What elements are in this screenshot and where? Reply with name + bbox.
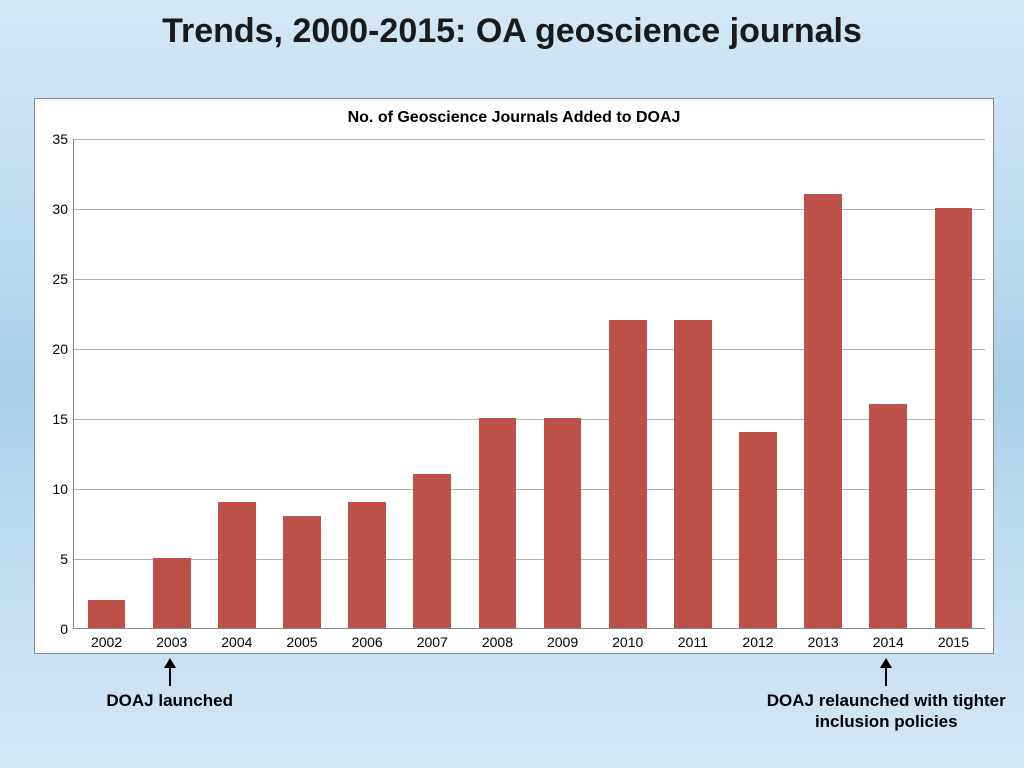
- xtick-label: 2011: [678, 634, 708, 650]
- ytick-label: 15: [52, 411, 68, 427]
- xtick-label: 2006: [352, 634, 383, 650]
- bar-2012: [739, 432, 777, 628]
- annotation-line1: DOAJ relaunched with tighter: [767, 691, 1006, 710]
- bar-2003: [153, 558, 191, 628]
- xtick-label: 2007: [417, 634, 448, 650]
- gridline: [74, 139, 985, 140]
- annotation-line2: inclusion policies: [815, 712, 958, 731]
- chart-container: No. of Geoscience Journals Added to DOAJ…: [34, 98, 994, 654]
- xtick-label: 2005: [286, 634, 317, 650]
- plot-area: 0510152025303520022003200420052006200720…: [73, 139, 985, 629]
- slide-title: Trends, 2000-2015: OA geoscience journal…: [0, 0, 1024, 51]
- ytick-label: 25: [52, 271, 68, 287]
- gridline: [74, 419, 985, 420]
- xtick-label: 2002: [91, 634, 122, 650]
- gridline: [74, 489, 985, 490]
- xtick-label: 2014: [873, 634, 904, 650]
- bar-2013: [804, 194, 842, 628]
- ytick-label: 30: [52, 201, 68, 217]
- bar-2010: [609, 320, 647, 628]
- bar-2009: [544, 418, 582, 628]
- ytick-label: 35: [52, 131, 68, 147]
- xtick-label: 2012: [742, 634, 773, 650]
- xtick-label: 2010: [612, 634, 643, 650]
- xtick-label: 2013: [808, 634, 839, 650]
- bar-2006: [348, 502, 386, 628]
- gridline: [74, 279, 985, 280]
- bar-2004: [218, 502, 256, 628]
- bar-2008: [479, 418, 517, 628]
- bar-2015: [935, 208, 973, 628]
- chart-title: No. of Geoscience Journals Added to DOAJ: [35, 109, 993, 127]
- ytick-label: 5: [60, 551, 68, 567]
- ytick-label: 0: [60, 621, 68, 637]
- bar-2002: [88, 600, 126, 628]
- gridline: [74, 349, 985, 350]
- ytick-label: 20: [52, 341, 68, 357]
- annotation-doaj-launched: DOAJ launched: [50, 690, 290, 711]
- xtick-label: 2004: [221, 634, 252, 650]
- bar-2014: [869, 404, 907, 628]
- gridline: [74, 209, 985, 210]
- bar-2007: [413, 474, 451, 628]
- bar-2005: [283, 516, 321, 628]
- xtick-label: 2003: [156, 634, 187, 650]
- ytick-label: 10: [52, 481, 68, 497]
- xtick-label: 2009: [547, 634, 578, 650]
- xtick-label: 2008: [482, 634, 513, 650]
- annotation-doaj-relaunched: DOAJ relaunched with tighter inclusion p…: [716, 690, 1024, 733]
- bar-2011: [674, 320, 712, 628]
- gridline: [74, 559, 985, 560]
- xtick-label: 2015: [938, 634, 969, 650]
